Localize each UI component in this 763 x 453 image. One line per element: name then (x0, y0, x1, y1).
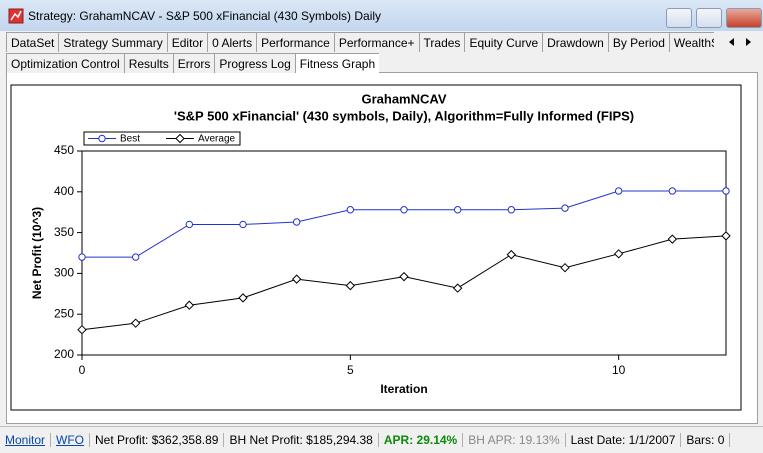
tab[interactable]: Performance (256, 32, 335, 52)
subtab-strip: Optimization Control Results Errors Progres… (6, 53, 380, 73)
data-point (722, 187, 730, 195)
data-point (506, 249, 517, 260)
data-point (668, 187, 677, 195)
data-point (667, 234, 678, 244)
y-tick-label: 200 (54, 347, 74, 361)
y-tick-label: 300 (54, 266, 74, 280)
plot-area (81, 150, 727, 356)
data-point (345, 280, 356, 291)
window-title: Strategy: GrahamNCAV - S&P 500 xFinancia… (28, 9, 382, 23)
tab-strip: DataSet Strategy Summary Editor 0 Alerts Per… (6, 32, 714, 52)
subtab[interactable]: Errors (172, 53, 216, 73)
y-tick-label: 400 (54, 184, 74, 198)
data-point (292, 218, 301, 226)
status-bh-apr: BH APR: 19.13% (463, 433, 566, 447)
status-net-profit: Net Profit: $362,358.89 (90, 433, 225, 447)
y-axis-label: Net Profit (10^3) (30, 207, 44, 299)
data-point (238, 293, 248, 303)
chart-subtitle: 'S&P 500 xFinancial' (430 symbols, Daily… (174, 108, 634, 123)
legend-marker (175, 133, 185, 144)
subtab[interactable]: Results (123, 53, 174, 73)
status-link[interactable]: WFO (51, 433, 91, 447)
status-bh-net-profit: BH Net Profit: $185,294.38 (224, 433, 379, 447)
y-tick-label: 250 (54, 306, 74, 320)
data-point (614, 187, 623, 195)
tab[interactable]: Equity Curve (464, 32, 544, 52)
status-bars: Bars: 0 (681, 433, 731, 447)
close-button[interactable] (726, 8, 762, 28)
x-axis-label: Iteration (380, 382, 427, 396)
data-point (613, 249, 624, 259)
x-tick-label: 0 (79, 363, 86, 377)
subtab[interactable]: Progress Log (214, 53, 296, 73)
tab[interactable]: WealthSignals (668, 32, 714, 52)
tab[interactable]: 0 Alerts (207, 32, 258, 52)
legend-marker (98, 134, 106, 143)
subtab[interactable]: Fitness Graph (294, 53, 380, 73)
data-point (130, 318, 141, 328)
subtab[interactable]: Optimization Control (6, 53, 125, 73)
data-point (399, 271, 409, 282)
y-tick-label: 450 (54, 143, 74, 157)
data-point (78, 253, 86, 261)
data-point (77, 324, 87, 335)
data-point (131, 253, 140, 261)
data-point (560, 262, 570, 273)
tab[interactable]: Drawdown (542, 32, 609, 52)
tab[interactable]: Strategy Summary (58, 32, 168, 52)
data-point (400, 206, 408, 214)
data-point (184, 300, 195, 310)
legend-box (83, 131, 241, 146)
status-apr: APR: 29.14% (379, 433, 464, 447)
chart: GrahamNCAV 'S&P 500 xFinancial' (430 sym… (10, 84, 742, 411)
x-tick-label: 10 (612, 363, 626, 377)
y-tick-label: 350 (54, 225, 74, 239)
x-tick-label: 5 (347, 363, 354, 377)
chart-title: GrahamNCAV (361, 91, 446, 106)
tab[interactable]: DataSet (6, 32, 60, 52)
data-point (185, 220, 194, 229)
maximize-button[interactable] (696, 8, 722, 28)
data-point (346, 206, 355, 214)
status-link[interactable]: Monitor (0, 433, 52, 447)
data-point (453, 206, 462, 214)
tab[interactable]: Performance+ (333, 32, 420, 52)
data-point (452, 283, 463, 293)
data-point (239, 220, 247, 229)
status-bar: Monitor WFO Net Profit: $362,358.89 BH Net … (0, 426, 763, 453)
legend-label: Best (120, 134, 140, 145)
status-last-date: Last Date: 1/1/2007 (566, 433, 682, 447)
tab[interactable]: Editor (166, 32, 209, 52)
app-icon (8, 8, 24, 24)
title-bar: Strategy: GrahamNCAV - S&P 500 xFinancia… (0, 0, 763, 31)
tab[interactable]: By Period (607, 32, 670, 52)
legend-label: Average (198, 134, 236, 145)
data-point (721, 231, 731, 241)
data-point (291, 274, 302, 284)
data-point (561, 204, 569, 212)
data-point (507, 206, 516, 214)
tab-scroll[interactable] (720, 33, 760, 51)
minimize-button[interactable] (666, 8, 692, 28)
